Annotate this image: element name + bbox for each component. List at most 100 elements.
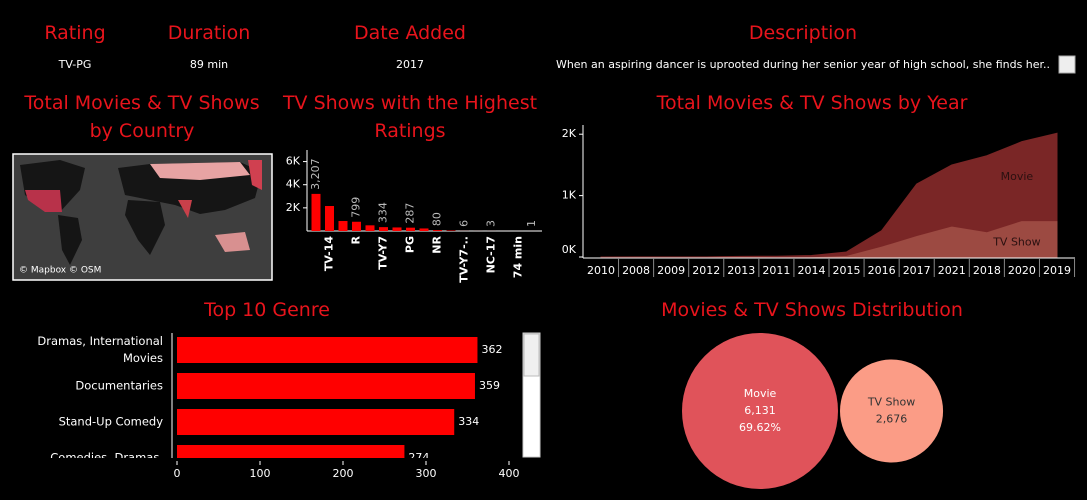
bar [311, 193, 321, 231]
value-label: 359 [479, 379, 500, 392]
bar [177, 445, 405, 458]
y-tick-label: 4K [286, 178, 301, 191]
bar [365, 225, 375, 231]
x-tick-label: NC-17 [485, 236, 498, 273]
land [248, 160, 262, 190]
bubble-label: 2,676 [876, 413, 908, 426]
value-label: 80 [431, 212, 444, 226]
x-tick-label: 100 [250, 467, 271, 480]
value-label: 6 [458, 220, 471, 227]
x-tick-label: 2015 [833, 264, 861, 277]
bar [392, 227, 402, 231]
kpi-value: TV-PG [58, 58, 92, 71]
chart-title: Movies & TV Shows Distribution [661, 299, 963, 321]
map: © Mapbox © OSM [12, 153, 273, 281]
scrollbar-thumb[interactable] [523, 333, 540, 377]
series-label: Movie [1001, 170, 1034, 183]
value-label: 362 [481, 343, 502, 356]
bubble-label: 6,131 [744, 404, 776, 417]
x-tick-label: 2021 [938, 264, 966, 277]
value-label: 334 [458, 415, 479, 428]
value-label: 274 [408, 451, 429, 464]
bubble [840, 359, 944, 463]
x-tick-label: 2014 [797, 264, 825, 277]
y-tick-label: 0K [562, 243, 577, 256]
kpi-title: Description [748, 22, 858, 44]
land [25, 190, 62, 212]
bar [325, 206, 334, 231]
x-tick-label: 74 min [512, 236, 525, 278]
bubble-label: 69.62% [739, 421, 781, 434]
y-tick-label: 2K [562, 127, 577, 140]
value-label: 799 [350, 197, 363, 218]
series-label: TV Show [992, 236, 1040, 249]
bar [177, 373, 475, 399]
land [58, 215, 82, 265]
bubble-label: Movie [744, 387, 777, 400]
land [215, 232, 250, 252]
bar [352, 221, 361, 231]
x-tick-label: 2008 [622, 264, 650, 277]
x-tick-label: R [350, 235, 363, 244]
bar [177, 409, 455, 435]
y-tick-label: Comedies, Dramas, [50, 450, 163, 459]
x-tick-label: TV-Y7-.. [458, 236, 471, 283]
bar [406, 227, 415, 231]
kpi-value: 2017 [396, 58, 424, 71]
x-tick-label: 2018 [973, 264, 1001, 277]
bubble-label: TV Show [867, 396, 915, 409]
x-tick-label: PG [404, 236, 417, 253]
bar [379, 227, 388, 231]
x-tick-label: 0 [174, 467, 181, 480]
x-tick-label: 2020 [1008, 264, 1036, 277]
land [178, 200, 192, 218]
bar [433, 230, 442, 231]
chart-title: Total Movies & TV Shows by Year [656, 92, 968, 114]
land [150, 162, 250, 180]
kpi-title: Duration [167, 22, 251, 44]
genre-labels: Dramas, International Movies Documentarie… [10, 333, 170, 458]
map-attribution: © Mapbox © OSM [19, 266, 101, 276]
x-tick-label: TV-Y7 [377, 236, 390, 270]
value-label: 3 [485, 220, 498, 227]
kpi-title: Date Added [354, 22, 466, 44]
area [600, 132, 1058, 258]
bubble [682, 333, 838, 489]
y-tick-label: Stand-Up Comedy [58, 414, 163, 429]
y-tick-label: Documentaries [75, 378, 163, 393]
x-tick-label: 2009 [657, 264, 685, 277]
chart-title: Top 10 Genre [204, 299, 330, 321]
genre-bars: 362 359 334 274 [177, 337, 502, 464]
y-tick-label: 1K [562, 189, 577, 202]
kpi-title: Rating [44, 22, 106, 44]
bar [338, 221, 348, 231]
value-label: 334 [377, 202, 390, 223]
x-tick-label: 2012 [692, 264, 720, 277]
x-tick-label: 2016 [868, 264, 896, 277]
bar [177, 337, 478, 363]
x-tick-label: 2011 [762, 264, 790, 277]
value-label: 287 [404, 203, 417, 224]
x-tick-label: 300 [416, 467, 437, 480]
x-tick-label: 2013 [727, 264, 755, 277]
y-tick-label: Dramas, International Movies [37, 334, 163, 365]
x-tick-label: 400 [499, 467, 520, 480]
value-label: 1 [525, 220, 538, 227]
bar [419, 228, 429, 231]
x-tick-label: 2017 [903, 264, 931, 277]
x-tick-label: 2010 [587, 264, 615, 277]
land [125, 200, 165, 255]
kpi-value: When an aspiring dancer is uprooted duri… [555, 58, 1051, 71]
y-tick-label: 2K [286, 201, 301, 214]
chart-title: Total Movies & TV Shows by Country [24, 92, 260, 142]
value-label: 3,207 [309, 158, 322, 190]
x-tick-label: 200 [333, 467, 354, 480]
checkbox[interactable] [1058, 55, 1076, 74]
x-tick-label: TV-14 [323, 236, 336, 271]
y-tick-label: 6K [286, 155, 301, 168]
kpi-value: 89 min [189, 58, 229, 71]
chart-title: TV Shows with the Highest Ratings [282, 92, 538, 142]
x-tick-label: 2019 [1043, 264, 1071, 277]
